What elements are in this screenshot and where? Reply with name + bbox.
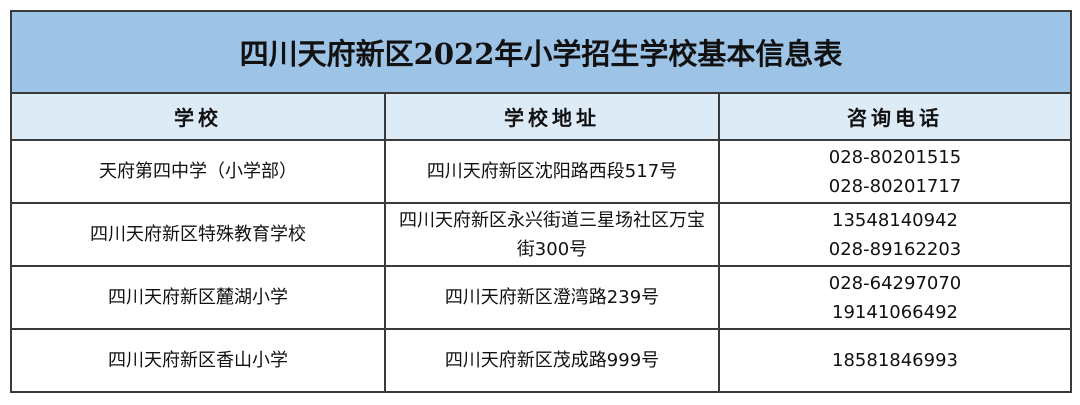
school-address: 四川天府新区澄湾路239号 [384, 265, 720, 330]
phone-cell: 13548140942 028-89162203 [717, 202, 1073, 267]
school-address: 四川天府新区沈阳路西段517号 [384, 139, 720, 204]
header-school: 学校 [10, 92, 386, 141]
table-title: 四川天府新区2022年小学招生学校基本信息表 [9, 10, 1073, 94]
header-address: 学校地址 [384, 92, 720, 141]
school-name: 四川天府新区麓湖小学 [10, 265, 386, 330]
phone-number: 028-64297070 [828, 272, 962, 294]
school-name: 四川天府新区香山小学 [10, 328, 386, 393]
table-row: 四川天府新区特殊教育学校 四川天府新区永兴街道三星场社区万宝街300号 1354… [10, 202, 1073, 267]
phone-cell: 18581846993 [717, 328, 1073, 393]
phone-cell: 028-80201515 028-80201717 [717, 139, 1073, 204]
phone-cell: 028-64297070 19141066492 [717, 265, 1073, 330]
header-phone: 咨询电话 [717, 92, 1073, 141]
school-name: 四川天府新区特殊教育学校 [10, 202, 386, 267]
school-info-table: 四川天府新区2022年小学招生学校基本信息表 学校 学校地址 咨询电话 天府第四… [9, 10, 1073, 393]
school-address: 四川天府新区永兴街道三星场社区万宝街300号 [384, 202, 720, 267]
phone-number: 028-89162203 [828, 238, 962, 260]
school-name: 天府第四中学（小学部） [10, 139, 386, 204]
table-row: 四川天府新区麓湖小学 四川天府新区澄湾路239号 028-64297070 191… [10, 265, 1073, 330]
table-row: 四川天府新区香山小学 四川天府新区茂成路999号 18581846993 [10, 328, 1073, 393]
phone-number: 19141066492 [832, 301, 958, 323]
school-address: 四川天府新区茂成路999号 [384, 328, 720, 393]
phone-number: 028-80201515 [828, 146, 962, 168]
phone-number: 028-80201717 [828, 175, 962, 197]
phone-number: 18581846993 [832, 350, 958, 371]
phone-number: 13548140942 [832, 209, 958, 231]
table-row: 天府第四中学（小学部） 四川天府新区沈阳路西段517号 028-80201515… [10, 139, 1073, 204]
